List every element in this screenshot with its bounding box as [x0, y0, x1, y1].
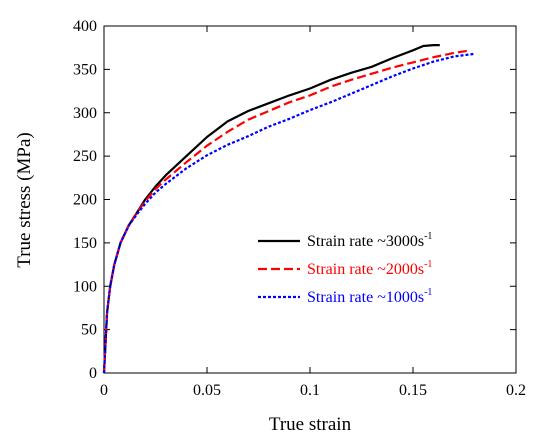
y-tick-label: 100 [73, 278, 97, 295]
series-line-1 [102, 43, 440, 374]
x-axis-title: True strain [269, 414, 352, 435]
data-series [102, 43, 475, 374]
legend-label-2: Strain rate ~2000s-1 [307, 259, 432, 278]
axes [103, 25, 517, 374]
plot-frame [103, 25, 517, 374]
series-line-3 [102, 52, 475, 374]
tick-labels: 0 0.05 0.1 0.15 0.2 0 50 100 150 200 250 300 350 400 [73, 18, 526, 399]
y-tick-label: 0 [89, 365, 97, 382]
y-tick-label: 300 [73, 105, 97, 122]
legend-label-3: Strain rate ~1000s-1 [307, 287, 432, 306]
y-tick-label: 250 [73, 148, 97, 165]
x-tick-label: 0.2 [506, 382, 526, 399]
y-axis-title: True stress (MPa) [14, 132, 35, 267]
legend-label-1: Strain rate ~3000s-1 [307, 231, 432, 250]
x-tick-label: 0.05 [193, 382, 221, 399]
x-tick-label: 0 [100, 382, 108, 399]
y-tick-label: 350 [73, 61, 97, 78]
x-tick-label: 0.1 [300, 382, 320, 399]
legend: Strain rate ~3000s-1 Strain rate ~2000s-1… [258, 231, 432, 306]
y-tick-label: 50 [81, 322, 97, 339]
y-tick-label: 400 [73, 18, 97, 35]
y-tick-label: 150 [73, 235, 97, 252]
x-tick-label: 0.15 [399, 382, 427, 399]
series-line-2 [102, 49, 471, 374]
y-tick-label: 200 [73, 192, 97, 209]
